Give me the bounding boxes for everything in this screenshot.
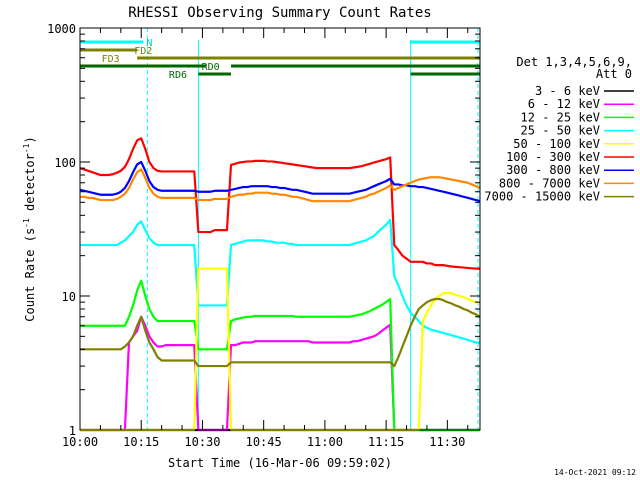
y-tick-label-1: 1 xyxy=(69,424,76,438)
y-axis: 1 10 100 1000 xyxy=(47,22,480,438)
flag-rd0-label: RD0 xyxy=(202,62,220,73)
flag-n-label: N xyxy=(146,38,152,49)
flag-fd2-label: FD2 xyxy=(134,46,152,57)
legend-label-8: 800 - 7000 keV xyxy=(499,176,600,190)
legend-label-7: 300 - 800 keV xyxy=(506,163,600,177)
series-line-8 xyxy=(80,168,481,203)
x-axis-label: Start Time (16-Mar-06 09:59:02) xyxy=(168,456,392,470)
y-axis-label: Count Rate (s-1 detector-1) xyxy=(22,136,37,321)
x-tick-label-11:30: 11:30 xyxy=(429,435,465,449)
chart-title: RHESSI Observing Summary Count Rates xyxy=(128,5,431,21)
y-tick-label-10: 10 xyxy=(62,290,76,304)
x-tick-label-10:00: 10:00 xyxy=(62,435,98,449)
x-tick-label-11:00: 11:00 xyxy=(307,435,343,449)
x-axis: 10:00 10:15 10:30 10:45 11:00 11:15 11:30 xyxy=(62,28,469,449)
legend-label-2: 6 - 12 keV xyxy=(528,97,600,111)
legend-label-6: 100 - 300 keV xyxy=(506,150,600,164)
y-tick-label-1000: 1000 xyxy=(47,22,76,36)
series-line-6 xyxy=(79,137,480,270)
timestamp: 14-Oct-2021 09:12 xyxy=(554,468,636,477)
series-line-9 xyxy=(80,297,481,368)
x-tick-label-10:15: 10:15 xyxy=(123,435,159,449)
legend-label-1: 3 - 6 keV xyxy=(535,84,600,98)
flag-fd3-label: FD3 xyxy=(102,54,120,65)
x-tick-label-10:30: 10:30 xyxy=(184,435,220,449)
legend-header-line2: Att 0 xyxy=(596,67,632,81)
x-tick-label-10:45: 10:45 xyxy=(246,435,282,449)
legend-label-4: 25 - 50 keV xyxy=(521,124,600,138)
plot-frame xyxy=(79,27,481,431)
legend-label-5: 50 - 100 keV xyxy=(513,137,600,151)
legend-header-line1: Det 1,3,4,5,6,9, xyxy=(516,55,632,69)
flag-rd6-label: RD6 xyxy=(169,70,187,81)
x-tick-label-11:15: 11:15 xyxy=(368,435,404,449)
legend-label-9: 7000 - 15000 keV xyxy=(484,190,600,204)
series-line-7 xyxy=(79,160,481,203)
series-line-4 xyxy=(80,218,480,344)
y-tick-label-100: 100 xyxy=(54,156,76,170)
legend-label-3: 12 - 25 keV xyxy=(521,110,600,124)
